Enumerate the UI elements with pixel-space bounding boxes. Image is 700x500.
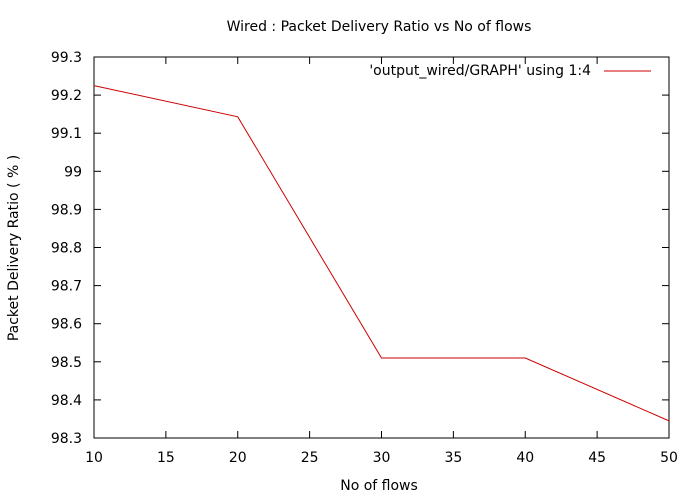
y-tick-label: 99.2	[51, 88, 82, 104]
x-tick-label: 10	[85, 450, 103, 466]
plot-frame	[93, 56, 670, 439]
y-tick-label: 99.1	[51, 126, 82, 142]
x-tick-label: 20	[229, 450, 247, 466]
y-tick-label: 98.5	[51, 355, 82, 371]
x-tick-label: 35	[444, 450, 462, 466]
y-axis-ticks: 98.3 98.4 98.5 98.6 98.7 98.8 98.9 99 99.1 99.2 99…	[51, 50, 669, 447]
legend-label: 'output_wired/GRAPH' using 1:4	[369, 63, 591, 79]
x-tick-label: 30	[373, 450, 391, 466]
x-axis-ticks: 10 15 20 25 30 35 40 45 50	[85, 57, 678, 466]
chart-title: Wired : Packet Delivery Ratio vs No of f…	[227, 19, 532, 35]
legend: 'output_wired/GRAPH' using 1:4	[369, 63, 651, 79]
y-tick-label: 98.8	[51, 241, 82, 257]
series-line	[93, 85, 670, 422]
x-tick-label: 40	[516, 450, 534, 466]
x-tick-label: 25	[301, 450, 319, 466]
y-tick-label: 98.7	[51, 279, 82, 295]
x-tick-label: 15	[157, 450, 175, 466]
x-axis-label: No of flows	[340, 478, 418, 494]
y-tick-label: 98.6	[51, 317, 82, 333]
y-tick-label: 98.9	[51, 202, 82, 218]
y-tick-label: 99	[64, 164, 82, 180]
series-layer	[93, 85, 670, 422]
y-tick-label: 98.4	[51, 393, 82, 409]
x-tick-label: 50	[660, 450, 678, 466]
x-tick-label: 45	[588, 450, 606, 466]
y-axis-label: Packet Delivery Ratio ( % )	[6, 155, 22, 341]
y-tick-label: 99.3	[51, 50, 82, 66]
y-tick-label: 98.3	[51, 431, 82, 447]
